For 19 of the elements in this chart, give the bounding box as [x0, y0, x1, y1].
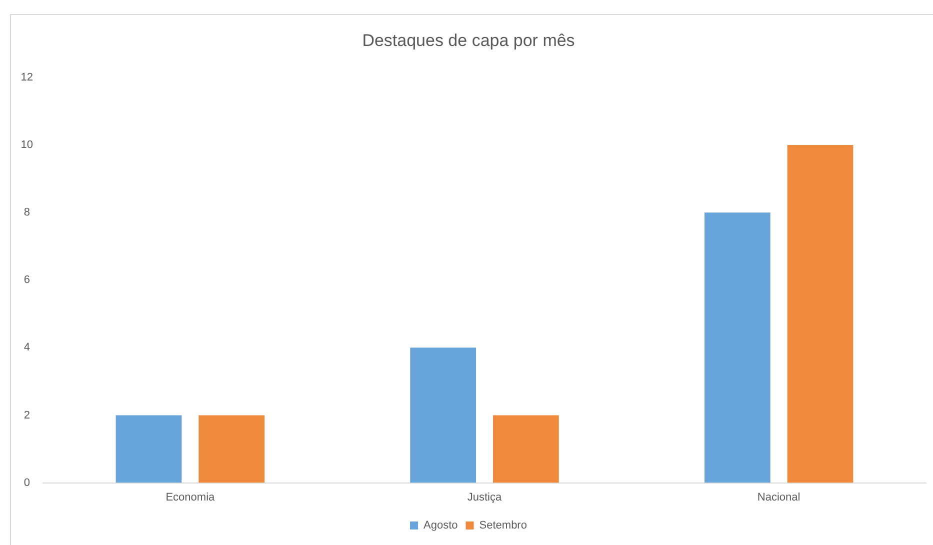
x-tick-label: Economia: [166, 491, 216, 504]
bar: [410, 348, 476, 483]
legend-label: Agosto: [424, 520, 458, 532]
bar: [492, 415, 559, 483]
legend-label: Setembro: [479, 520, 527, 532]
y-tick-label: 0: [24, 476, 30, 489]
y-tick-label: 4: [24, 342, 30, 354]
y-tick-label: 2: [24, 409, 30, 422]
bar: [787, 144, 854, 483]
y-tick-label: 8: [24, 206, 30, 219]
bar: [198, 415, 265, 483]
y-tick-label: 10: [20, 139, 34, 151]
y-tick-label: 6: [24, 274, 30, 286]
chart-title: Destaques de capa por mês: [362, 30, 575, 50]
bar: [116, 415, 182, 483]
x-tick-label: Nacional: [757, 491, 800, 504]
x-tick-label: Justiça: [467, 491, 502, 504]
y-tick-label: 12: [20, 71, 34, 84]
bar: [704, 212, 770, 483]
